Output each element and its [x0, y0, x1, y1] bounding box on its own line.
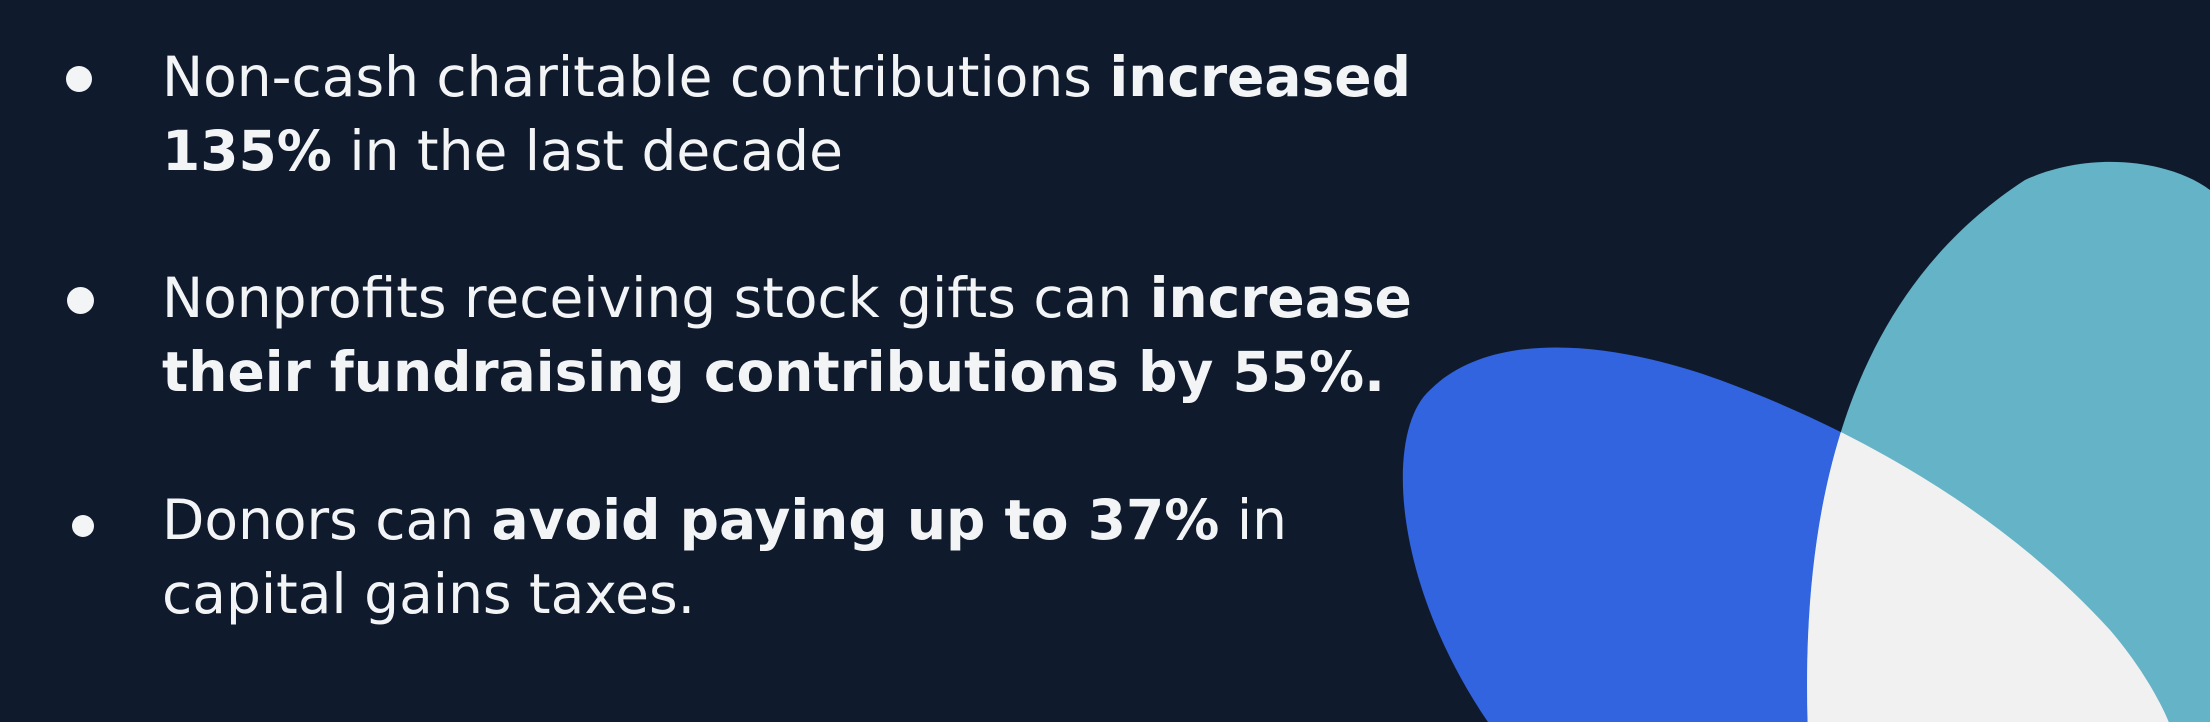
bullet-text-normal: Non-cash charitable contributions	[162, 45, 1110, 109]
bullet-text-normal: Nonprofits receiving stock gifts can	[162, 266, 1150, 330]
bullet-text-bold: avoid paying up to 37%	[491, 488, 1220, 552]
bullet-item: Nonprofits receiving stock gifts can inc…	[67, 261, 1482, 409]
bullet-text-normal: in capital gains taxes.	[162, 488, 1288, 626]
bullet-item: Donors can avoid paying up to 37% in cap…	[72, 483, 1482, 631]
bullet-text-bold: increase their fundraising contributions…	[162, 266, 1412, 404]
bullet-text-bold: increased 135%	[162, 45, 1411, 183]
bullet-dot-icon	[72, 515, 94, 537]
bullet-item: Non-cash charitable contributions increa…	[66, 40, 1482, 188]
bullet-dot-icon	[66, 66, 92, 92]
bullet-dot-icon	[67, 287, 94, 314]
bullet-list: Non-cash charitable contributions increa…	[66, 40, 1482, 631]
overlap-light-shape	[1807, 347, 2170, 722]
bullet-text-normal: in the last decade	[331, 119, 843, 183]
bullet-text-normal: Donors can	[162, 488, 492, 552]
